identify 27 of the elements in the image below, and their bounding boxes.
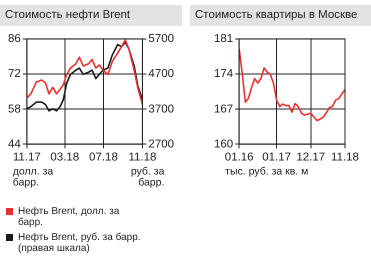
y-tick-label: 58 [8, 103, 21, 116]
chart-title: Стоимость нефти Brent [0, 5, 182, 26]
x-tick-label: 01.17 [262, 151, 291, 164]
y-tick-label: 174 [214, 68, 234, 80]
x-tick-label: 11.18 [128, 151, 156, 164]
y2-tick-label: 5700 [148, 33, 174, 46]
y-tick-label: 72 [8, 68, 21, 80]
y-tick-label: 160 [214, 138, 234, 150]
y2-tick-label: 4700 [148, 68, 174, 80]
chart-title: Стоимость квартиры в Москве [190, 5, 371, 26]
y2-tick-label: 2700 [148, 138, 174, 150]
y-tick-label: 44 [8, 138, 22, 150]
y2-axis-title: руб. за барр. [130, 165, 165, 188]
x-tick-label: 01.16 [224, 151, 254, 164]
x-tick-label: 11.18 [331, 151, 359, 164]
x-tick-label: 07.18 [89, 151, 118, 164]
x-tick-label: 03.18 [50, 151, 80, 164]
x-tick-label: 12.17 [296, 151, 326, 164]
x-tick-label: 11.17 [12, 151, 41, 164]
y-axis-title: долл. за барр. [12, 165, 54, 188]
legend-label: Нефть Brent, долл. за барр. [18, 206, 120, 228]
y-tick-label: 167 [214, 103, 234, 116]
legend-label: Нефть Brent, руб. за барр. (правая шкала) [18, 232, 142, 254]
y-axis-title: тыс. руб. за кв. м [225, 165, 308, 178]
y-tick-label: 181 [214, 33, 234, 46]
y2-tick-label: 3700 [148, 103, 174, 116]
y-tick-label: 86 [8, 33, 21, 46]
